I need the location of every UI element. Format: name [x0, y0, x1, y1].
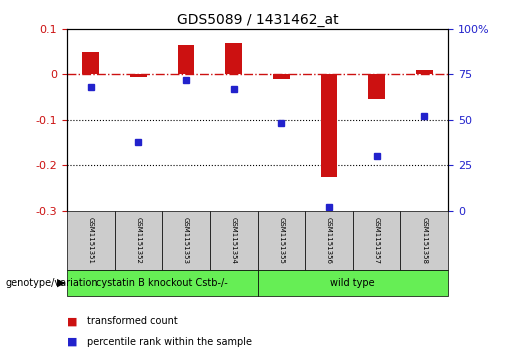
Text: GSM1151357: GSM1151357 [373, 217, 380, 264]
Text: ■: ■ [67, 337, 77, 347]
Bar [416, 70, 433, 74]
Bar [82, 52, 99, 74]
Text: GSM1151351: GSM1151351 [88, 217, 94, 264]
Text: GSM1151352: GSM1151352 [135, 217, 142, 264]
Text: ■: ■ [67, 316, 77, 326]
Bar [226, 43, 242, 74]
Text: GSM1151353: GSM1151353 [183, 217, 189, 264]
Bar [178, 45, 194, 74]
Bar [368, 74, 385, 99]
Text: GSM1151356: GSM1151356 [326, 217, 332, 264]
Text: GSM1151358: GSM1151358 [421, 217, 427, 264]
Text: GSM1151355: GSM1151355 [278, 217, 284, 264]
Bar [321, 74, 337, 176]
Bar [273, 74, 289, 79]
Text: wild type: wild type [331, 278, 375, 288]
Text: percentile rank within the sample: percentile rank within the sample [87, 337, 251, 347]
Text: cystatin B knockout Cstb-/-: cystatin B knockout Cstb-/- [96, 278, 228, 288]
Title: GDS5089 / 1431462_at: GDS5089 / 1431462_at [177, 13, 338, 26]
Text: GSM1151354: GSM1151354 [231, 217, 237, 264]
Text: genotype/variation: genotype/variation [5, 278, 98, 288]
Text: ▶: ▶ [57, 278, 65, 288]
Text: transformed count: transformed count [87, 316, 177, 326]
Bar [130, 74, 147, 77]
